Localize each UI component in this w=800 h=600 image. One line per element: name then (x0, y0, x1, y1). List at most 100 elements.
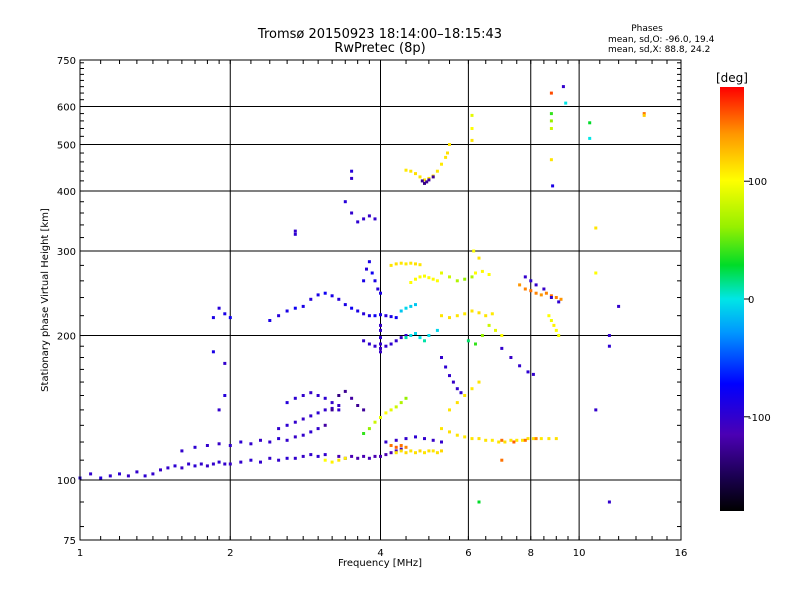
data-point (330, 294, 334, 298)
data-point (277, 314, 281, 318)
data-point (474, 342, 477, 346)
data-point (337, 404, 341, 407)
data-point (379, 454, 382, 458)
data-point (512, 440, 516, 444)
data-point (373, 314, 377, 318)
data-point (223, 312, 227, 316)
data-point (549, 294, 553, 298)
chart-subtitle: RwPretec (8p) (334, 41, 425, 56)
data-point (484, 438, 488, 442)
data-point (549, 112, 553, 116)
data-point (379, 291, 382, 295)
data-point (143, 474, 147, 478)
data-point (418, 275, 422, 279)
data-point (484, 314, 488, 318)
data-point (440, 162, 443, 166)
data-point (343, 200, 347, 204)
data-point (448, 374, 451, 378)
data-point (316, 454, 320, 458)
data-point (337, 408, 341, 412)
y-tick-label: 300 (57, 247, 76, 258)
data-point (509, 438, 513, 442)
data-point (500, 334, 504, 337)
data-point (337, 394, 341, 397)
data-point (557, 300, 561, 304)
data-point (539, 293, 543, 297)
data-point (350, 211, 354, 215)
data-point (399, 444, 403, 447)
data-point (448, 430, 451, 434)
data-point (323, 408, 327, 412)
data-point (418, 449, 422, 453)
data-point (539, 437, 543, 441)
data-point (301, 394, 305, 397)
data-point (463, 435, 467, 439)
data-point (399, 447, 403, 451)
data-point (362, 279, 366, 283)
data-point (373, 344, 377, 348)
data-point (487, 323, 491, 327)
data-point (343, 389, 347, 393)
data-point (404, 168, 408, 172)
colorbar-ticks: 100 0 -100 (744, 177, 771, 424)
data-point (293, 229, 297, 233)
data-point (463, 394, 467, 397)
data-point (448, 316, 451, 320)
data-point (444, 365, 448, 369)
data-point (414, 303, 417, 307)
data-point (285, 438, 289, 442)
data-point (418, 263, 422, 267)
data-point (373, 454, 377, 458)
data-point (301, 454, 305, 458)
data-point (394, 451, 398, 455)
data-point (455, 314, 459, 318)
data-point (379, 336, 382, 340)
data-point (367, 427, 371, 431)
data-point (180, 466, 184, 470)
data-point (531, 437, 535, 441)
data-point (389, 263, 393, 267)
data-point (588, 136, 592, 140)
data-point (518, 364, 522, 368)
data-point (534, 291, 538, 295)
data-point (362, 432, 366, 435)
colorbar-label: [deg] (716, 71, 748, 85)
data-point (418, 336, 422, 340)
data-point (367, 456, 371, 460)
data-point (549, 127, 553, 130)
tick-labels: 1 2 4 6 8 10 16 75 100 200 300 400 500 600 750 (57, 56, 687, 559)
data-point (420, 179, 424, 183)
data-point (205, 444, 209, 447)
data-point (217, 442, 221, 446)
data-point (239, 460, 243, 464)
data-point (350, 454, 354, 458)
x-tick-label: 16 (675, 548, 688, 559)
data-point (337, 297, 341, 301)
data-point (173, 464, 177, 468)
colorbar-tick-label: 100 (748, 177, 767, 188)
data-point (531, 372, 535, 376)
data-point (389, 315, 393, 319)
data-point (607, 344, 611, 348)
data-point (534, 283, 538, 287)
data-point (399, 401, 403, 405)
data-point (423, 274, 426, 278)
data-point (211, 350, 215, 354)
data-point (544, 291, 548, 295)
data-point (404, 306, 408, 310)
data-point (455, 401, 459, 405)
data-point (470, 309, 474, 313)
data-point (323, 396, 327, 400)
data-point (205, 464, 209, 468)
y-tick-label: 750 (57, 56, 76, 67)
data-point (554, 437, 558, 441)
data-point (217, 306, 221, 310)
data-point (373, 420, 377, 424)
data-point (159, 468, 162, 472)
data-point (384, 314, 388, 318)
data-point (500, 458, 504, 462)
data-point (370, 271, 374, 275)
data-point (448, 275, 451, 279)
data-point (409, 334, 413, 337)
data-point (427, 178, 431, 182)
